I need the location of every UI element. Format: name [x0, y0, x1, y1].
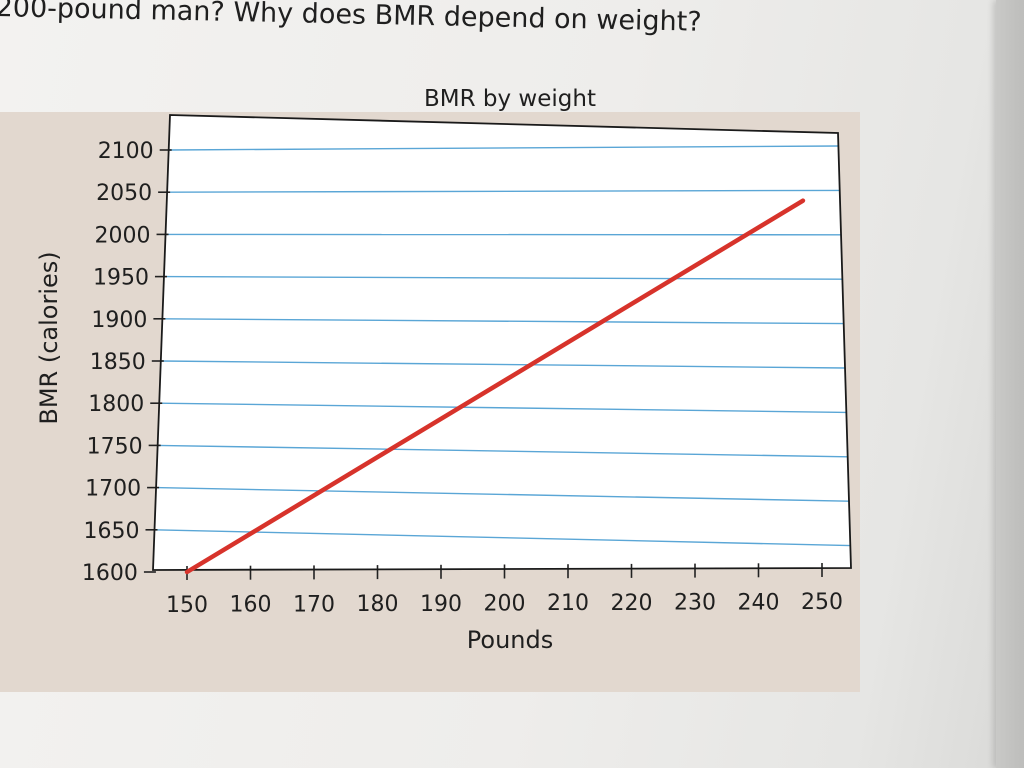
- x-tick-label: 250: [801, 590, 843, 615]
- grid-line: [154, 529, 851, 547]
- x-tick-label: 210: [547, 591, 589, 616]
- series-line: [184, 198, 806, 575]
- x-tick-label: 200: [484, 592, 526, 617]
- y-tick-label: 1650: [84, 519, 140, 544]
- grid-line: [168, 145, 839, 151]
- grid-line: [157, 444, 848, 458]
- plot-frame: [152, 114, 852, 571]
- y-tick-label: 1850: [90, 350, 146, 375]
- grid-line: [160, 360, 846, 369]
- y-tick-label: 1700: [85, 477, 141, 502]
- x-tick-label: 180: [357, 592, 399, 617]
- x-tick-label: 160: [230, 593, 272, 618]
- grid-line: [159, 402, 847, 414]
- x-tick-label: 220: [611, 591, 653, 616]
- x-tick-label: 240: [738, 590, 780, 615]
- grid-line: [162, 318, 844, 325]
- y-tick-label: 1900: [91, 308, 147, 333]
- grid-line: [156, 486, 850, 502]
- grid-line: [167, 189, 840, 193]
- chart-title: BMR by weight: [424, 86, 596, 112]
- y-tick-label: 1800: [88, 392, 144, 417]
- page-edge: [996, 0, 1024, 768]
- y-tick-label: 1950: [93, 266, 149, 291]
- x-axis-label: Pounds: [467, 626, 553, 654]
- grid-line: [163, 275, 843, 280]
- y-axis-label: BMR (calories): [35, 251, 63, 424]
- plot-area: [153, 115, 851, 570]
- x-tick-label: 190: [420, 592, 462, 617]
- x-tick-label: 150: [166, 593, 208, 618]
- y-tick-label: 2100: [98, 139, 154, 164]
- y-tick-label: 1750: [87, 434, 143, 459]
- x-tick-label: 170: [293, 592, 335, 617]
- y-tick-label: 2000: [95, 223, 151, 248]
- x-tick-label: 230: [674, 591, 716, 616]
- y-tick-label: 1600: [82, 561, 138, 586]
- y-tick-label: 2050: [96, 181, 152, 206]
